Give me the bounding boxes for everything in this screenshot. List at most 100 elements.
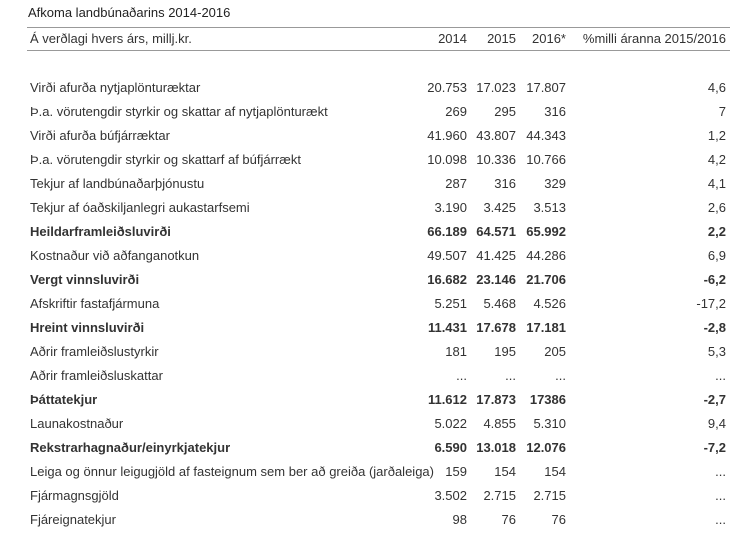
cell: 98 — [452, 512, 467, 527]
cell: -6,2 — [703, 272, 726, 287]
cell: 4,6 — [707, 80, 726, 95]
cell: 6.590 — [434, 440, 467, 455]
cell: 16.682 — [427, 272, 467, 287]
cell: ... — [555, 368, 566, 383]
row-label: Þ.a. vörutengdir styrkir og skattar af n… — [30, 104, 328, 119]
cell: 2,6 — [707, 200, 726, 215]
cell: 6,9 — [707, 248, 726, 263]
cell: 12.076 — [526, 440, 566, 455]
row-label: Rekstrarhagnaður/einyrkjatekjur — [30, 440, 231, 455]
row-label: Tekjur af óaðskiljanlegri aukastarfsemi — [30, 200, 250, 215]
cell: -2,7 — [703, 392, 726, 407]
cell: ... — [715, 488, 726, 503]
cell: ... — [715, 464, 726, 479]
cell: 5.022 — [434, 416, 467, 431]
row-label: Hreint vinnsluvirði — [30, 320, 145, 335]
cell: 76 — [501, 512, 516, 527]
cell: 10.098 — [427, 152, 467, 167]
cell: -2,8 — [703, 320, 726, 335]
cell: 1,2 — [707, 128, 726, 143]
cell: 10.766 — [526, 152, 566, 167]
cell: ... — [715, 512, 726, 527]
cell: 5.468 — [483, 296, 516, 311]
row-label: Þ.a. vörutengdir styrkir og skattarf af … — [30, 152, 301, 167]
header-label: Á verðlagi hvers árs, millj.kr. — [30, 31, 192, 46]
cell: 23.146 — [476, 272, 516, 287]
cell: 2.715 — [483, 488, 516, 503]
cell: 195 — [494, 344, 516, 359]
cell: 2,2 — [707, 224, 726, 239]
row-label: Fjáreignatekjur — [30, 512, 116, 527]
row-label: Afskriftir fastafjármuna — [30, 296, 160, 311]
row-label: Virði afurða nytjaplönturæktar — [30, 80, 201, 95]
row-label: Leiga og önnur leigugjöld af fasteignum … — [30, 464, 434, 479]
cell: 17.873 — [476, 392, 516, 407]
cell: 64.571 — [476, 224, 516, 239]
cell: -17,2 — [696, 296, 726, 311]
cell: 3.513 — [533, 200, 566, 215]
cell: 269 — [445, 104, 467, 119]
cell: 13.018 — [476, 440, 516, 455]
cell: 21.706 — [526, 272, 566, 287]
cell: -7,2 — [703, 440, 726, 455]
row-label: Virði afurða búfjárræktar — [30, 128, 170, 143]
row-label: Heildarframleiðsluvirði — [30, 224, 171, 239]
header-cell: 2015 — [487, 31, 516, 46]
cell: 7 — [718, 104, 726, 119]
cell: 4,1 — [707, 176, 726, 191]
cell: 295 — [494, 104, 516, 119]
cell: 3.502 — [434, 488, 467, 503]
cell: 76 — [551, 512, 566, 527]
row-label: Fjármagnsgjöld — [30, 488, 119, 503]
cell: 17.807 — [526, 80, 566, 95]
cell: 316 — [494, 176, 516, 191]
cell: 181 — [445, 344, 467, 359]
cell: 4.855 — [483, 416, 516, 431]
cell: 11.612 — [427, 392, 467, 407]
cell: 316 — [544, 104, 566, 119]
cell: 17.678 — [476, 320, 516, 335]
cell: 154 — [544, 464, 566, 479]
cell: ... — [505, 368, 516, 383]
row-label: Launakostnaður — [30, 416, 124, 431]
cell: 17.181 — [526, 320, 566, 335]
header-rule-top — [27, 27, 730, 28]
header-cell: 2016* — [532, 31, 566, 46]
cell: 3.425 — [483, 200, 516, 215]
cell: ... — [715, 368, 726, 383]
cell: 66.189 — [427, 224, 467, 239]
cell: 20.753 — [427, 80, 467, 95]
cell: 41.425 — [476, 248, 516, 263]
cell: 41.960 — [427, 128, 467, 143]
cell: 65.992 — [526, 224, 566, 239]
cell: 154 — [494, 464, 516, 479]
cell: 10.336 — [476, 152, 516, 167]
cell: 44.343 — [526, 128, 566, 143]
cell: 287 — [445, 176, 467, 191]
cell: ... — [456, 368, 467, 383]
row-label: Aðrir framleiðslustyrkir — [30, 344, 159, 359]
cell: 4,2 — [707, 152, 726, 167]
header-cell: 2014 — [438, 31, 467, 46]
cell: 9,4 — [707, 416, 726, 431]
cell: 5,3 — [707, 344, 726, 359]
table-title: Afkoma landbúnaðarins 2014-2016 — [28, 5, 231, 20]
header-cell: %milli áranna 2015/2016 — [582, 31, 726, 46]
cell: 4.526 — [533, 296, 566, 311]
cell: 17386 — [529, 392, 566, 407]
row-label: Tekjur af landbúnaðarþjónustu — [30, 176, 205, 191]
cell: 159 — [445, 464, 467, 479]
cell: 3.190 — [434, 200, 467, 215]
cell: 49.507 — [427, 248, 467, 263]
cell: 11.431 — [427, 320, 467, 335]
cell: 2.715 — [533, 488, 566, 503]
cell: 5.310 — [533, 416, 566, 431]
row-label: Kostnaður við aðfanganotkun — [30, 248, 200, 263]
cell: 5.251 — [434, 296, 467, 311]
row-label: Vergt vinnsluvirði — [30, 272, 140, 287]
cell: 44.286 — [526, 248, 566, 263]
cell: 205 — [544, 344, 566, 359]
row-label: Þáttatekjur — [30, 392, 98, 407]
row-label: Aðrir framleiðsluskattar — [30, 368, 163, 383]
header-rule-bottom — [27, 50, 730, 51]
